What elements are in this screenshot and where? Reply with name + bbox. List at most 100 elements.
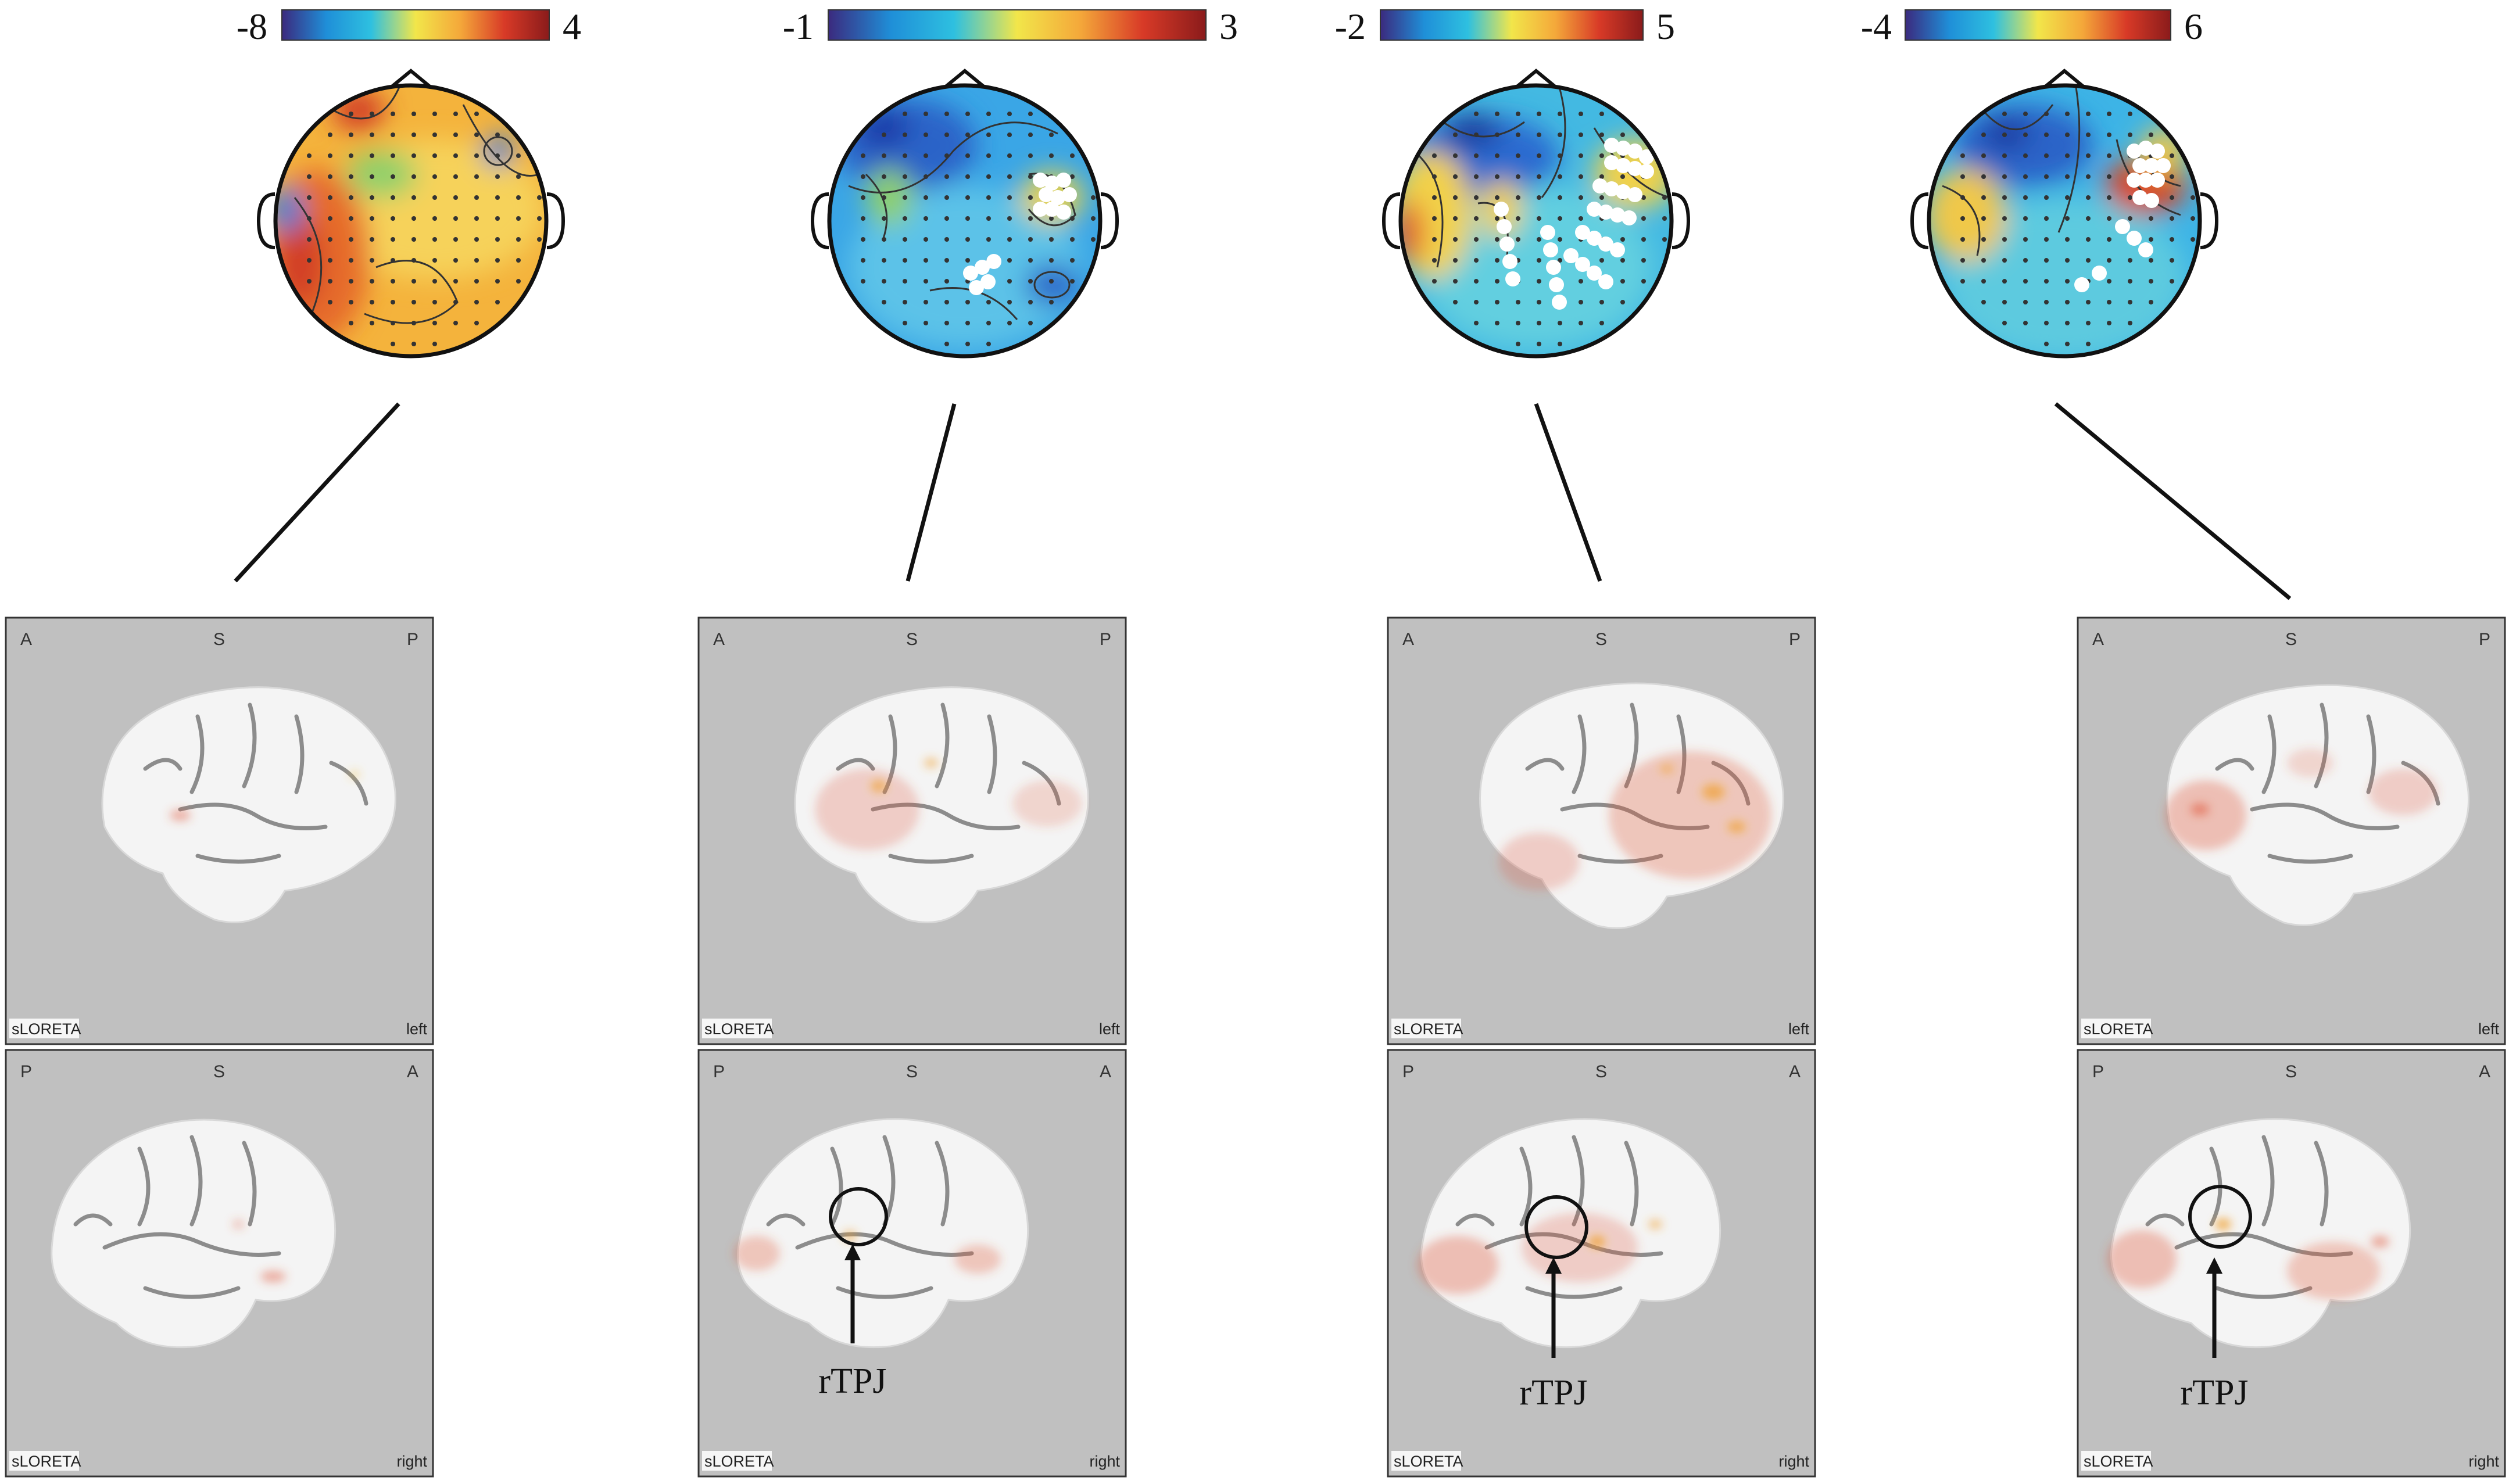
significant-electrode: [2150, 173, 2165, 188]
electrode: [1641, 258, 1646, 263]
electrode: [2107, 300, 2111, 304]
electrode: [2023, 174, 2028, 179]
electrode: [986, 174, 991, 179]
electrode: [882, 300, 886, 304]
electrode: [349, 300, 353, 304]
electrode: [391, 153, 395, 158]
electrode: [1599, 112, 1604, 116]
rtpj-highlight-circle: [2188, 1185, 2252, 1249]
electrode: [882, 279, 886, 284]
significant-electrode: [1033, 202, 1048, 217]
electrode: [1558, 174, 1562, 179]
brain-view-right: P S A sLORETA right: [5, 1049, 434, 1478]
electrode: [882, 195, 886, 200]
electrode: [1474, 237, 1479, 242]
orientation-label-posterior: P: [2479, 630, 2490, 649]
electrode: [2170, 153, 2174, 158]
electrode: [453, 237, 458, 242]
hemisphere-label: left: [1788, 1020, 1810, 1038]
electrode: [2086, 300, 2091, 304]
electrode: [2170, 174, 2174, 179]
electrode: [1495, 216, 1499, 221]
electrode: [1620, 258, 1625, 263]
electrode: [411, 153, 416, 158]
electrode: [2023, 112, 2028, 116]
significant-electrode: [1639, 149, 1654, 164]
connector-line: [2054, 402, 2292, 600]
significant-electrode: [1552, 295, 1567, 310]
electrode: [411, 342, 416, 346]
electrode: [349, 321, 353, 325]
electrode: [411, 174, 416, 179]
orientation-label-superior: S: [1595, 1062, 1607, 1081]
significant-electrode: [1616, 141, 1631, 156]
electrode-grid: [307, 112, 542, 346]
electrode: [1960, 279, 1965, 284]
significant-electrode: [1627, 161, 1642, 176]
electrode: [903, 112, 907, 116]
electrode: [1516, 342, 1520, 346]
left-ear-icon: [810, 192, 829, 249]
orientation-label-posterior: P: [713, 1062, 725, 1081]
column-4: -4 6: [1861, 6, 2506, 1478]
significant-electrode: [969, 280, 984, 295]
electrode: [1028, 174, 1033, 179]
electrode: [370, 237, 374, 242]
electrode: [1981, 279, 1986, 284]
electrode: [1558, 153, 1562, 158]
brain-view-left: A S P sLORETA left: [2077, 616, 2506, 1045]
scalp-map: [1929, 85, 2200, 356]
electrode: [370, 195, 374, 200]
colorbar-min-label: -4: [1861, 6, 1892, 47]
connector-line: [234, 402, 400, 583]
electrode: [1007, 153, 1012, 158]
topomap: [1381, 69, 1691, 359]
colorbar-max-label: 3: [1219, 6, 1238, 47]
electrode: [1453, 153, 1458, 158]
electrode: [1579, 216, 1583, 221]
electrode: [474, 300, 479, 304]
electrode: [2086, 342, 2091, 346]
electrode: [2023, 132, 2028, 137]
electrode: [944, 132, 949, 137]
significant-electrode: [1604, 181, 1619, 196]
right-ear-icon: [2200, 192, 2219, 249]
sloreta-label: sLORETA: [12, 1020, 81, 1038]
electrode: [903, 258, 907, 263]
electrode: [986, 237, 991, 242]
electrode: [2044, 321, 2049, 325]
significant-electrode: [1610, 207, 1625, 223]
electrode: [1495, 258, 1499, 263]
electrode: [1599, 321, 1604, 325]
significant-electrode: [2150, 144, 2165, 159]
electrode: [516, 153, 521, 158]
electrode: [495, 216, 500, 221]
electrode: [2044, 132, 2049, 137]
electrode: [328, 174, 332, 179]
electrode: [2065, 300, 2070, 304]
electrode: [1049, 300, 1054, 304]
brain-view-right: P S A sLORETA right rTPJ: [2077, 1049, 2506, 1478]
significant-electrode: [2138, 173, 2153, 188]
electrode: [1558, 342, 1562, 346]
electrode: [1579, 153, 1583, 158]
orientation-label-anterior: A: [20, 630, 32, 649]
electrode: [924, 279, 928, 284]
electrode: [1028, 195, 1033, 200]
orientation-label-superior: S: [213, 1062, 225, 1081]
electrode: [1981, 258, 1986, 263]
electrode: [2128, 216, 2132, 221]
electrode: [1537, 342, 1541, 346]
colorbar: -1 3: [783, 6, 1238, 47]
electrode: [1579, 279, 1583, 284]
electrode: [474, 258, 479, 263]
significant-electrode: [1050, 190, 1065, 205]
electrode: [882, 237, 886, 242]
electrode: [1049, 237, 1054, 242]
electrode: [453, 216, 458, 221]
electrode: [2107, 174, 2111, 179]
significant-electrode: [2132, 190, 2147, 205]
electrode: [391, 300, 395, 304]
electrode: [1558, 112, 1562, 116]
electrode: [516, 279, 521, 284]
